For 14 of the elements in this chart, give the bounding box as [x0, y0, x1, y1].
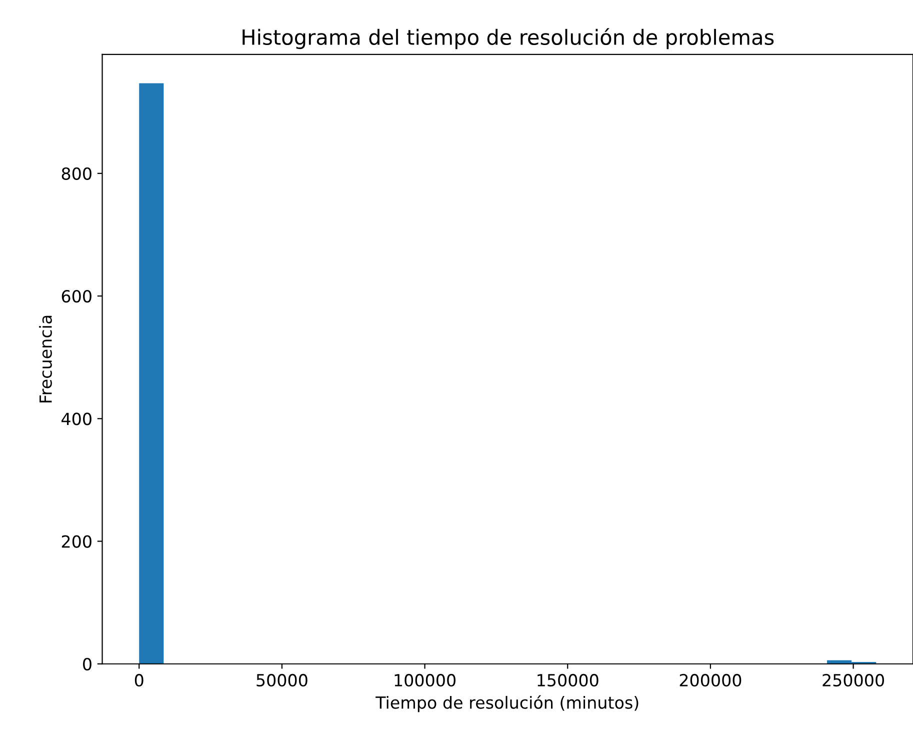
x-tick-label: 100000	[394, 674, 456, 686]
chart-title: Histograma del tiempo de resolución de problemas	[242, 28, 774, 50]
y-tick-label: 600	[62, 290, 92, 303]
x-tick-label: 0	[134, 674, 144, 686]
x-axis-title: Tiempo de resolución (minutos)	[376, 695, 638, 712]
x-tick-label: 150000	[538, 674, 598, 686]
x-tick-label: 50000	[256, 674, 308, 686]
y-tick-label: 800	[62, 167, 92, 180]
y-tick-label: 200	[62, 535, 92, 548]
y-tick-label: 0	[83, 658, 92, 670]
x-tick-label: 250000	[822, 674, 884, 686]
y-tick-label: 400	[62, 412, 92, 426]
x-tick-label: 200000	[680, 674, 742, 686]
y-axis-title: Frecuencia	[39, 316, 52, 402]
